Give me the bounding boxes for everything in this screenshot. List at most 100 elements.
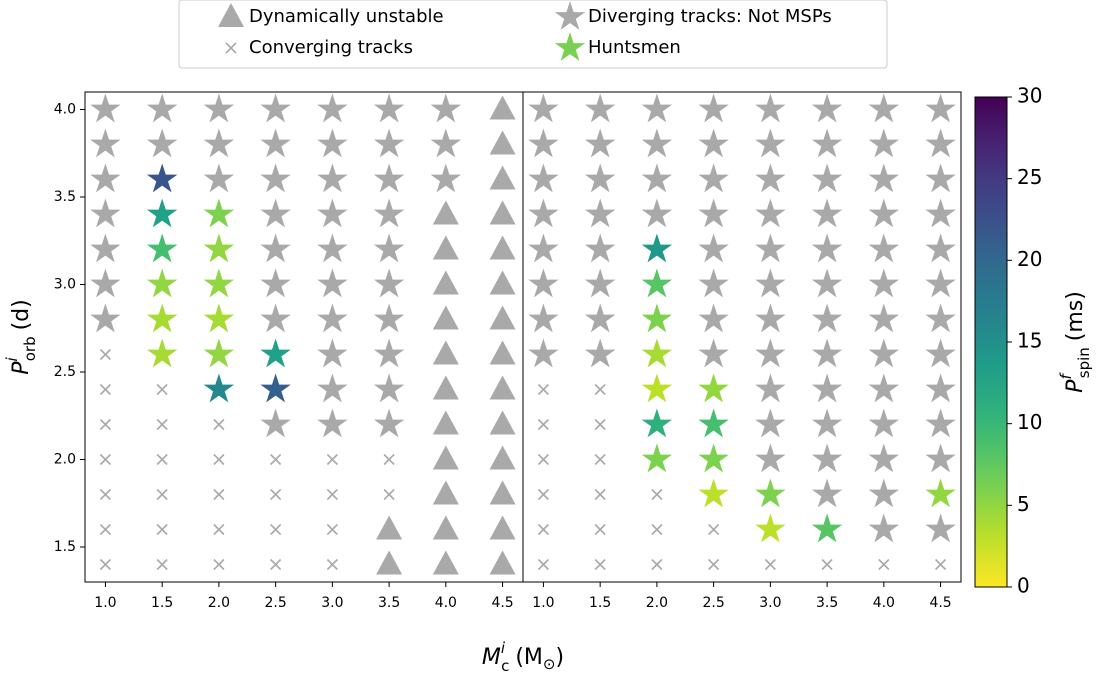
star-marker [373,268,405,298]
x-marker [651,488,663,501]
legend-label: Converging tracks [249,37,413,58]
star-marker [203,233,235,263]
star-marker [925,93,956,123]
colorbar [974,96,1008,588]
star-marker [203,128,235,158]
star-marker [755,373,786,403]
star-marker [90,303,121,333]
star-marker [528,338,559,368]
star-marker [203,373,235,403]
x-tick-label: 1.0 [94,595,116,611]
x-tick-label: 3.0 [759,595,781,611]
legend-marker [218,3,244,27]
star-marker [698,443,729,473]
triangle-marker [432,410,459,435]
star-marker [755,338,786,368]
star-marker [698,338,729,368]
legend-label: Huntsmen [588,37,681,58]
y-tick-label: 3.5 [54,189,76,205]
star-marker [925,128,956,158]
triangle-marker [432,200,459,225]
star-marker [584,93,616,123]
triangle-marker [489,165,516,190]
colorbar-tick-label: 0 [1017,574,1030,598]
star-marker [90,93,121,123]
star-marker [373,163,405,193]
star-marker [373,338,405,368]
star-marker [811,338,843,368]
x-marker [213,418,225,431]
x-tick-label: 1.0 [532,595,554,611]
star-marker [90,128,121,158]
x-marker [821,558,833,571]
star-marker [260,408,291,438]
star-marker [868,373,900,403]
triangle-marker [489,200,516,225]
star-marker [260,128,291,158]
star-marker [868,163,900,193]
colorbar-tick-label: 10 [1017,410,1042,434]
plot-frame [522,91,962,583]
star-marker [528,233,559,263]
star-marker [925,163,956,193]
star-marker [925,513,956,543]
x-axis-label: Mi c (M⊙) [482,639,564,675]
star-marker [868,303,900,333]
x-tick-label: 2.0 [646,595,668,611]
x-marker [270,453,282,466]
star-marker [641,268,673,298]
x-marker [537,453,549,466]
star-marker [260,303,291,333]
star-marker [373,373,405,403]
star-marker [641,233,673,263]
star-marker [755,478,786,508]
star-marker [317,198,348,228]
x-marker [878,558,890,571]
star-marker [811,93,843,123]
x-marker [270,523,282,536]
x-marker [594,558,606,571]
triangle-marker [376,550,403,575]
x-tick-label: 3.5 [378,595,400,611]
colorbar-tick-label: 25 [1017,165,1042,189]
star-marker [528,303,559,333]
triangle-marker [432,235,459,260]
star-marker [260,268,291,298]
x-tick-label: 4.5 [929,595,951,611]
star-marker [698,408,729,438]
star-marker [811,443,843,473]
star-marker [698,93,729,123]
x-marker [594,383,606,396]
triangle-marker [432,480,459,505]
colorbar-tick-label: 5 [1017,492,1030,516]
legend-label: Dynamically unstable [249,6,444,27]
star-marker [146,233,178,263]
star-marker [811,233,843,263]
star-marker [260,373,291,403]
triangle-marker [432,445,459,470]
star-marker [868,478,900,508]
x-tick-label: 1.5 [151,595,173,611]
triangle-marker [489,340,516,365]
x-marker [99,488,111,501]
star-marker [641,443,673,473]
x-marker [326,558,338,571]
y-tick-label: 2.5 [54,364,76,380]
x-tick-label: 3.5 [816,595,838,611]
star-marker [868,198,900,228]
triangle-marker [489,515,516,540]
x-marker [326,523,338,536]
y-tick-label: 4.0 [54,102,76,118]
triangle-marker [489,550,516,575]
star-marker [528,128,559,158]
x-marker [326,453,338,466]
star-marker [641,128,673,158]
star-marker [146,338,178,368]
star-marker [317,128,348,158]
x-marker [99,348,111,361]
star-marker [925,443,956,473]
star-marker [868,128,900,158]
star-marker [641,373,673,403]
star-marker [90,198,121,228]
y-tick-label: 3.0 [54,277,76,293]
